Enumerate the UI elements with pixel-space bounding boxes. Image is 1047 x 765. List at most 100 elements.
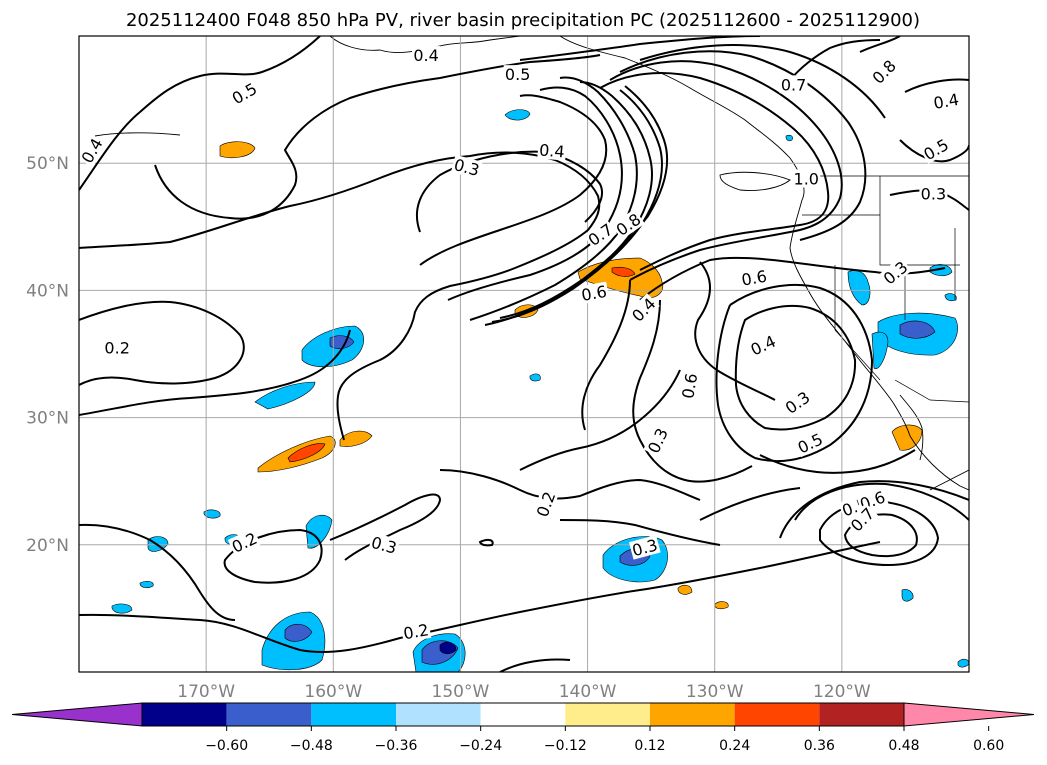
coastline <box>559 36 805 201</box>
coastline <box>719 171 791 191</box>
shade-positive-region <box>944 293 957 302</box>
contour-label: 0.5 <box>919 134 953 164</box>
contour-label-gap <box>793 428 827 458</box>
contour-label-gap <box>643 424 672 457</box>
border-line <box>879 176 960 266</box>
y-tick-label: 30°N <box>26 409 69 429</box>
x-axis: 170°W 160°W 150°W 140°W 130°W 120°W <box>177 682 871 702</box>
colorbar-tick-label: −0.60 <box>205 738 248 754</box>
contour-label-gap <box>867 55 901 88</box>
pv-contour-line <box>499 658 571 672</box>
contour-label-text: 0.4 <box>413 46 438 65</box>
contour-label-gap <box>368 532 400 558</box>
pv-contour-line <box>619 50 867 241</box>
x-tick-label: 140°W <box>559 682 617 702</box>
contour-label-gap <box>578 281 610 305</box>
shade-positive-region <box>439 641 457 655</box>
contour-label-gap <box>878 256 912 289</box>
contour-label: 0.2 <box>400 620 432 643</box>
colorbar-tick-label: 0.48 <box>888 738 919 754</box>
colorbar-tick-label: 0.24 <box>719 738 750 754</box>
shade-positive-region <box>219 141 256 159</box>
pv-contour-line <box>79 300 245 386</box>
political-boundaries <box>802 175 969 403</box>
contour-label-text: 0.2 <box>104 339 129 358</box>
chart-title: 2025112400 F048 850 hPa PV, river basin … <box>126 10 920 31</box>
shade-positive-region <box>504 109 531 121</box>
contour-label-text: 0.5 <box>505 65 530 84</box>
colorbar-bin <box>819 703 904 726</box>
x-tick-label: 150°W <box>432 682 490 702</box>
x-tick-label: 160°W <box>304 682 362 702</box>
contour-label: 0.6 <box>738 266 770 290</box>
contour-labels: 0.40.50.40.50.30.40.70.81.00.7 0.80.40.50… <box>79 46 962 643</box>
contour-label-gap <box>103 338 132 357</box>
colorbar-tick-label: 0.12 <box>634 738 665 754</box>
colorbar-tick-label: −0.36 <box>375 738 418 754</box>
shade-positive-region <box>284 623 313 642</box>
shade-positive-region <box>305 514 333 549</box>
contour-label-gap <box>79 133 107 168</box>
shade-positive-region <box>871 331 889 370</box>
shade-positive-region <box>287 443 326 463</box>
pv-contour-line <box>779 480 969 539</box>
contour-label: 0.4 <box>412 46 441 65</box>
contour-label: 0.5 <box>503 65 532 84</box>
contour-label-text: 0.6 <box>580 282 608 305</box>
colorbar-tick-label: 0.36 <box>804 738 835 754</box>
map-frame <box>78 35 970 673</box>
contour-label-text: 0.6 <box>740 267 768 290</box>
contour-label-gap <box>919 184 948 203</box>
pv-contour-line <box>79 329 351 416</box>
map-gridlines <box>79 36 969 672</box>
pv-contour-line <box>632 299 753 483</box>
colorbar-extend-low <box>11 702 143 727</box>
contour-label-gap <box>532 487 559 521</box>
contour-label-text: 0.4 <box>538 140 565 161</box>
contour-label-gap <box>738 266 770 289</box>
pv-contour-line <box>699 487 801 521</box>
pv-contour-line <box>639 44 886 119</box>
contour-label-gap <box>845 503 879 536</box>
shade-positive-region <box>901 589 914 602</box>
contour-label-gap <box>746 331 780 360</box>
contour-label-gap <box>412 46 441 65</box>
pv-contour-line <box>559 519 721 546</box>
pv-contour-line <box>859 36 901 53</box>
contour-label-gap <box>611 208 645 240</box>
contour-label-text: 0.2 <box>402 620 430 643</box>
contour-label: 0.4 <box>930 89 962 113</box>
contour-label: 0.2 <box>103 338 132 358</box>
contour-label-gap <box>537 140 567 161</box>
pv-contour-line <box>499 85 669 319</box>
pv-contour-line <box>447 86 623 301</box>
pv-contour-line <box>899 139 969 163</box>
contour-label-gap <box>919 134 953 165</box>
colorbar-bin <box>142 703 227 726</box>
pv-contour-line <box>79 541 881 654</box>
shade-positive-region <box>254 381 316 410</box>
colorbar-tick-label: −0.48 <box>290 738 333 754</box>
pv-contour-line <box>694 261 776 401</box>
y-tick-label: 50°N <box>26 154 69 174</box>
border-line <box>894 379 969 403</box>
colorbar-tick-label: −0.12 <box>544 738 587 754</box>
coastline <box>899 394 924 461</box>
contour-label-gap <box>780 386 814 418</box>
pv-contour-line <box>79 523 236 621</box>
x-tick-label: 130°W <box>686 682 744 702</box>
pv-contour-line <box>759 449 916 474</box>
colorbar-bin <box>396 703 481 726</box>
pv-contours <box>79 36 969 672</box>
shade-positive-region <box>677 584 693 595</box>
pv-contour-line <box>904 78 969 93</box>
pv-contour-line <box>519 369 681 471</box>
coastline <box>94 132 181 137</box>
x-tick-label: 170°W <box>177 682 235 702</box>
coastline <box>789 199 969 491</box>
contour-label-gap <box>627 293 660 326</box>
pv-contour-line <box>79 36 321 191</box>
map-panel: 0.40.50.40.50.30.40.70.81.00.7 0.80.40.50… <box>79 36 969 672</box>
contour-label: 0.4 <box>537 140 567 162</box>
y-tick-label: 20°N <box>26 536 69 556</box>
